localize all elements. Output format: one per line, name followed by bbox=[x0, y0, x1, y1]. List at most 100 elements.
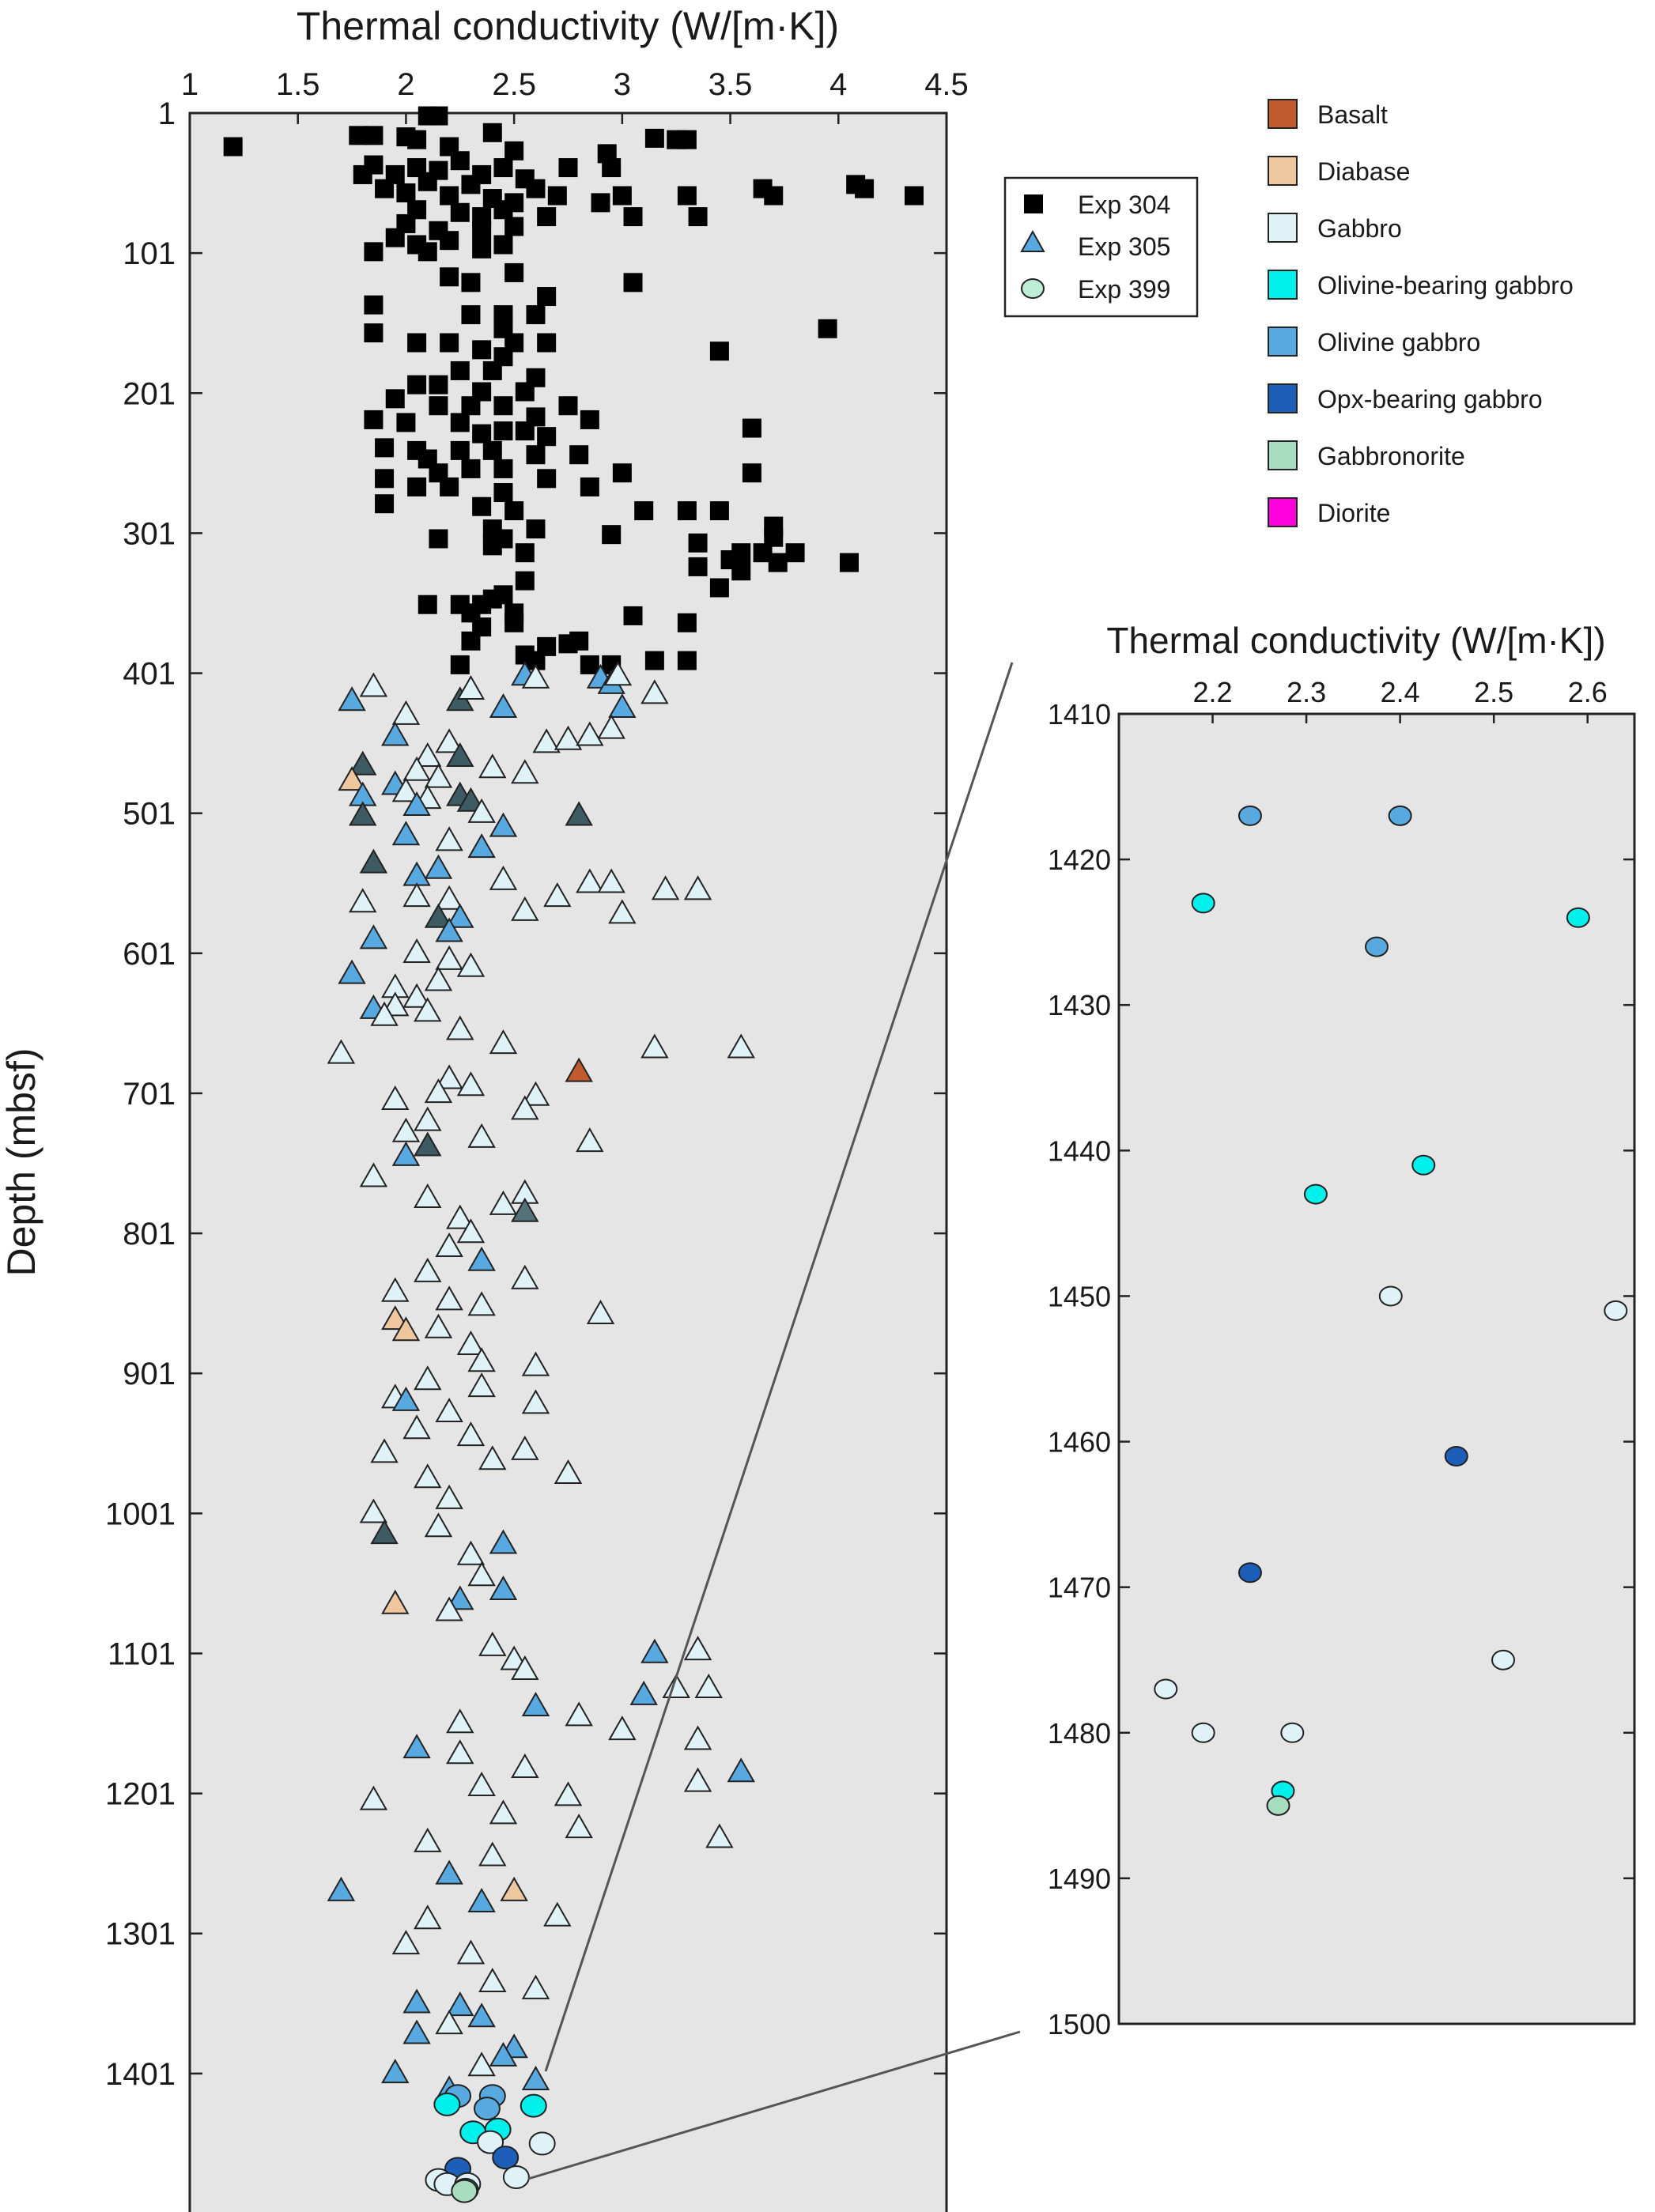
exp305-point bbox=[381, 1589, 410, 1614]
exp305-point bbox=[521, 1691, 550, 1717]
exp305-point bbox=[446, 903, 474, 928]
exp304-point bbox=[504, 613, 524, 632]
exp305-point bbox=[467, 833, 496, 859]
main-y-tick-label: 1001 bbox=[105, 1497, 176, 1531]
exp304-point bbox=[558, 396, 578, 416]
exp305-point bbox=[456, 952, 486, 977]
exp305-point bbox=[489, 2041, 518, 2067]
exp399-point bbox=[451, 2179, 478, 2203]
exp304-point bbox=[407, 130, 427, 149]
exp304-point bbox=[353, 164, 372, 184]
exp304-point bbox=[440, 333, 459, 353]
exp304-point bbox=[375, 494, 395, 514]
exp305-point bbox=[370, 1001, 399, 1026]
exp304-point bbox=[612, 186, 632, 206]
exp304-point bbox=[855, 179, 875, 198]
exp305-point bbox=[391, 1386, 421, 1411]
exp304-point bbox=[407, 375, 427, 394]
exp304-point bbox=[515, 382, 535, 402]
exp399-point bbox=[520, 2093, 547, 2118]
exp304-point bbox=[440, 186, 459, 206]
main-x-tick-label: 2.5 bbox=[492, 67, 536, 102]
exp304-point bbox=[580, 410, 599, 429]
exp304-point bbox=[547, 186, 567, 206]
exp305-point bbox=[511, 1264, 539, 1289]
exp305-point bbox=[456, 1218, 486, 1244]
main-y-tick-label: 801 bbox=[123, 1217, 176, 1251]
exp305-point bbox=[467, 1291, 496, 1316]
exp304-point bbox=[602, 158, 622, 178]
exp305-point bbox=[467, 1771, 496, 1796]
inset-exp399-point bbox=[1388, 805, 1412, 826]
exp305-point bbox=[435, 1064, 463, 1089]
exp305-point bbox=[424, 1313, 453, 1338]
main-y-tick-label: 301 bbox=[123, 516, 176, 551]
exp305-point bbox=[521, 663, 550, 689]
exp304-point bbox=[644, 651, 664, 670]
exp305-point bbox=[521, 1081, 550, 1106]
exp305-point bbox=[576, 868, 604, 893]
exp305-point bbox=[467, 1372, 496, 1398]
exp305-point bbox=[467, 1561, 496, 1587]
exp304-point bbox=[537, 207, 557, 227]
exp305-point bbox=[511, 1753, 539, 1778]
exp304-point bbox=[440, 477, 459, 496]
exp305-point bbox=[391, 1141, 421, 1166]
exp304-point bbox=[602, 525, 622, 545]
exp304-point bbox=[515, 543, 535, 563]
exp305-point bbox=[435, 1859, 463, 1885]
exp304-point bbox=[742, 418, 761, 438]
exp305-point bbox=[338, 766, 366, 791]
exp305-point bbox=[381, 2059, 410, 2084]
exp305-point bbox=[500, 1876, 528, 1901]
exp305-point bbox=[414, 742, 442, 768]
inset-y-axis: 1410 1420 1430 1440 1450 1460 1470 1480 1490 1500 bbox=[1048, 698, 1634, 2040]
exp305-point bbox=[478, 1841, 507, 1867]
exp399-point bbox=[492, 2146, 520, 2170]
exp399-point bbox=[433, 2092, 461, 2116]
inset-y-tick-label: 1420 bbox=[1048, 844, 1111, 876]
exp305-point bbox=[467, 1246, 496, 1271]
exp399-point bbox=[477, 2130, 504, 2154]
exp305-point bbox=[651, 875, 680, 900]
inset-exp399-point bbox=[1237, 805, 1262, 826]
exp305-point bbox=[543, 882, 572, 908]
exp304-point bbox=[623, 207, 643, 227]
lithology-swatch bbox=[1268, 327, 1298, 357]
exp305-point bbox=[446, 1991, 474, 2017]
exp304-point bbox=[375, 179, 395, 198]
exp304-point bbox=[688, 533, 708, 553]
exp305-point bbox=[478, 1445, 507, 1470]
main-x-tick-label: 1 bbox=[181, 67, 198, 102]
exp304-point bbox=[623, 273, 643, 293]
main-y-tick-label: 1201 bbox=[105, 1777, 176, 1812]
exp305-point bbox=[402, 1414, 431, 1440]
exp304-point bbox=[429, 106, 448, 126]
inset-x-tick-label: 2.4 bbox=[1381, 676, 1420, 708]
exp305-point bbox=[435, 917, 463, 942]
exp304-point bbox=[472, 340, 492, 360]
exp304-point bbox=[580, 477, 599, 496]
exp305-point bbox=[435, 1285, 463, 1311]
exp305-point bbox=[424, 763, 453, 788]
exp304-point bbox=[364, 242, 384, 262]
exp305-point bbox=[727, 1757, 755, 1783]
exp305-point bbox=[424, 903, 453, 928]
inset-y-tick-label: 1460 bbox=[1048, 1426, 1111, 1459]
lithology-swatch bbox=[1268, 99, 1298, 129]
exp305-point bbox=[446, 1204, 474, 1229]
exp304-point bbox=[396, 183, 416, 202]
exp304-point bbox=[429, 529, 448, 549]
exp305-point bbox=[467, 2003, 496, 2028]
exp304-point bbox=[364, 295, 384, 315]
exp305-point bbox=[435, 1398, 463, 1423]
exp304-point bbox=[768, 553, 788, 572]
exp305-point bbox=[489, 1190, 518, 1215]
exp305-point bbox=[640, 1638, 669, 1663]
exp305-point bbox=[414, 1827, 442, 1852]
exp304-point bbox=[644, 128, 664, 148]
exp304-point bbox=[450, 151, 470, 171]
main-x-tick-label: 4 bbox=[829, 67, 847, 102]
inset-exp399-point bbox=[1411, 1154, 1436, 1176]
